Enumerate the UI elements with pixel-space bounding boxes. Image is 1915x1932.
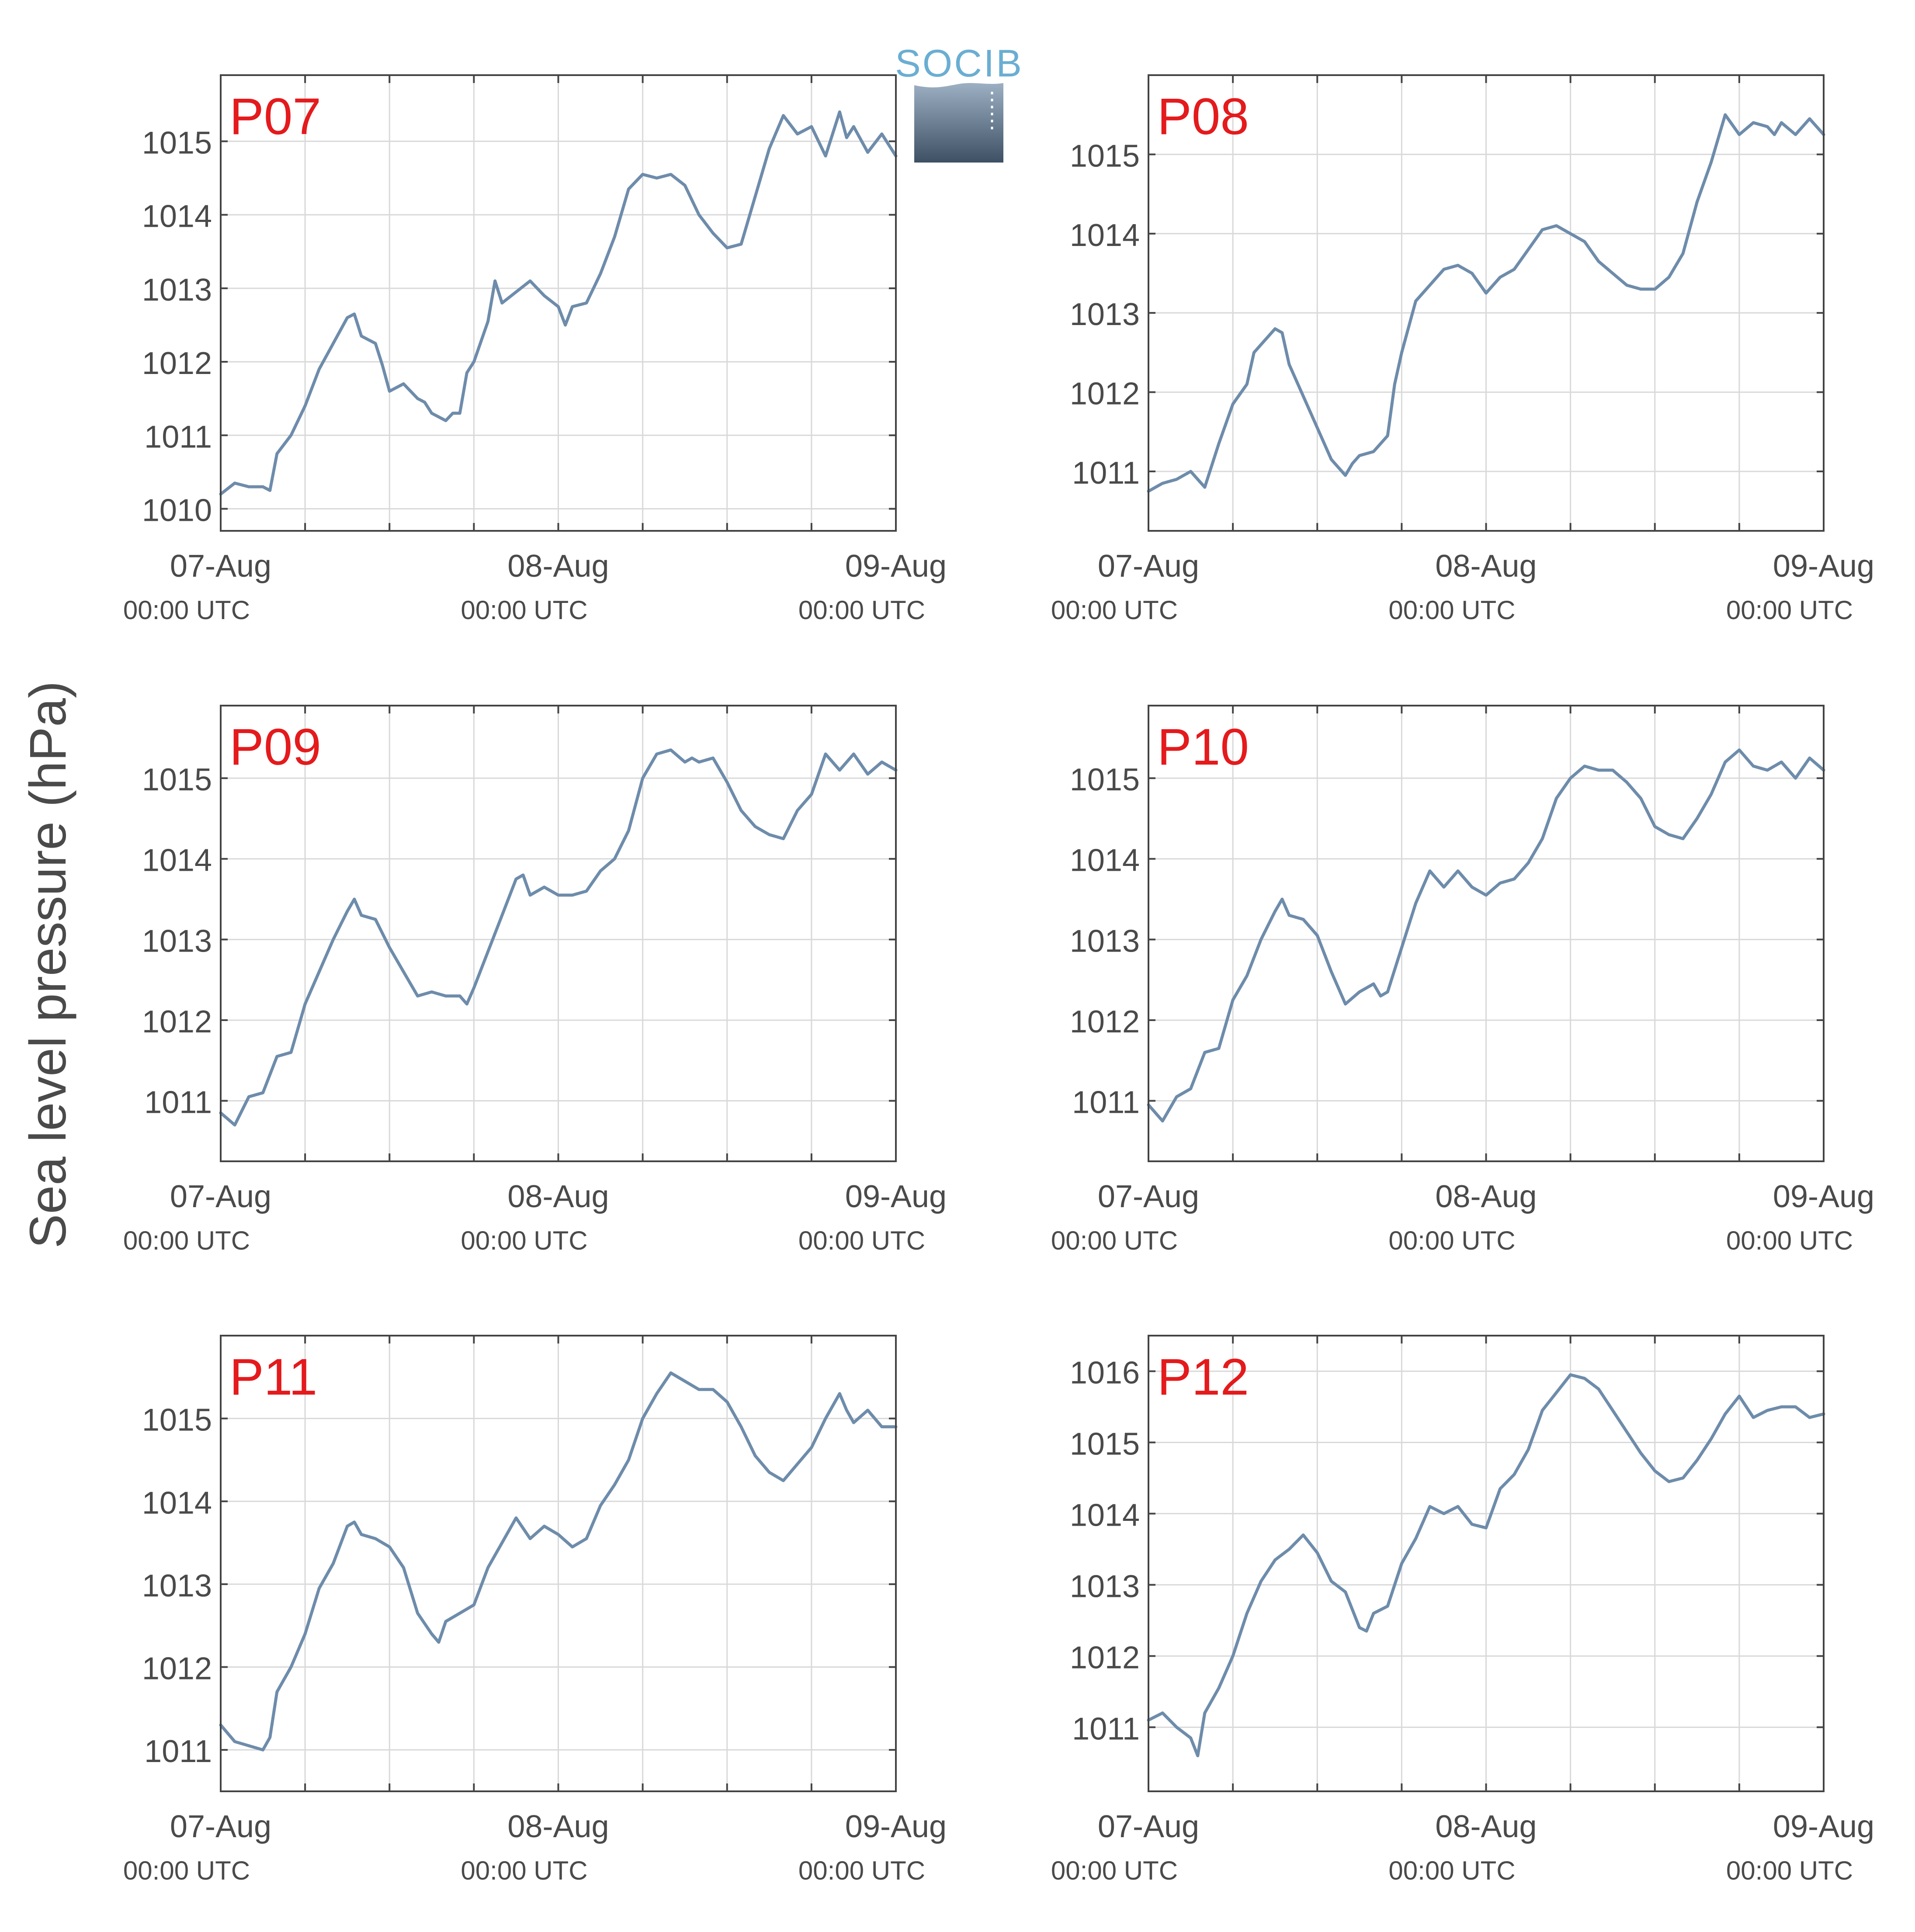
- x-tick-label-day: 08-Aug: [507, 1179, 609, 1214]
- x-tick-label-time: 00:00 UTC: [123, 1226, 250, 1255]
- y-tick-label: 1013: [142, 273, 212, 308]
- x-tick-label-day: 09-Aug: [1773, 1179, 1874, 1214]
- plot-frame: [1148, 705, 1825, 1162]
- x-tick-label-time: 00:00 UTC: [798, 596, 925, 625]
- plot-frame: [220, 1335, 897, 1792]
- x-tick-label-time: 00:00 UTC: [123, 596, 250, 625]
- chart-panel-p09: 1011 1012 1013 1014 1015 07-Aug 00:00 UTC 08-Au…: [123, 705, 947, 1255]
- pressure-series-line: [219, 110, 898, 496]
- y-tick-label: 1011: [1072, 456, 1140, 491]
- y-tick-label: 1013: [1070, 924, 1140, 959]
- panel-label: P12: [1157, 1348, 1249, 1406]
- x-tick-label-time: 00:00 UTC: [1726, 596, 1853, 625]
- x-tick-label-time: 00:00 UTC: [1388, 596, 1515, 625]
- chart-panel-p10: 1011 1012 1013 1014 1015 07-Aug 00:00 UTC 08-Au…: [1051, 705, 1874, 1255]
- pressure-series-line: [1147, 113, 1825, 493]
- x-tick-label-day: 09-Aug: [845, 1179, 947, 1214]
- panel-label: P11: [229, 1348, 317, 1406]
- y-tick-label: 1015: [142, 1403, 212, 1438]
- y-tick-label: 1015: [1070, 1426, 1140, 1461]
- socib-logo: SOCIB: [895, 42, 1023, 163]
- y-tick-label: 1011: [144, 419, 212, 454]
- y-tick-label: 1014: [142, 843, 212, 878]
- plot-frame: [220, 705, 897, 1162]
- y-tick-label: 1013: [142, 1568, 212, 1603]
- y-tick-label: 1012: [142, 346, 212, 381]
- x-tick-label-day: 07-Aug: [1098, 1809, 1199, 1844]
- x-tick-label-time: 00:00 UTC: [461, 1226, 587, 1255]
- x-tick-label-day: 08-Aug: [507, 1809, 609, 1844]
- plot-frame: [220, 74, 897, 532]
- x-tick-label-time: 00:00 UTC: [1388, 1226, 1515, 1255]
- y-tick-label: 1015: [1070, 138, 1140, 173]
- x-tick-label-day: 08-Aug: [1435, 1179, 1537, 1214]
- chart-panel-p08: 1011 1012 1013 1014 1015 07-Aug 00:00 UTC 08-Au…: [1051, 74, 1874, 625]
- pressure-series-line: [219, 1371, 898, 1752]
- y-tick-label: 1013: [1070, 297, 1140, 332]
- x-tick-label-day: 07-Aug: [170, 1809, 271, 1844]
- x-tick-label-time: 00:00 UTC: [1726, 1226, 1853, 1255]
- x-tick-label-day: 07-Aug: [1098, 549, 1199, 584]
- x-tick-label-day: 07-Aug: [1098, 1179, 1199, 1214]
- x-tick-label-time: 00:00 UTC: [1051, 596, 1178, 625]
- y-tick-label: 1013: [1070, 1569, 1140, 1604]
- y-tick-label: 1010: [142, 493, 212, 528]
- pressure-series-line: [1147, 748, 1825, 1123]
- y-tick-label: 1012: [1070, 1004, 1140, 1039]
- x-tick-label-day: 09-Aug: [845, 1809, 947, 1844]
- chart-panel-p07: 1010 1011 1012 1013 1014 1015 07-Aug 00:00 UTC 0…: [123, 74, 947, 625]
- y-tick-label: 1012: [1070, 1640, 1140, 1675]
- y-tick-label: 1011: [144, 1085, 212, 1120]
- y-tick-label: 1011: [1072, 1085, 1140, 1120]
- y-tick-label: 1011: [1072, 1711, 1140, 1746]
- x-tick-label-day: 09-Aug: [845, 549, 947, 584]
- y-tick-label: 1012: [142, 1652, 212, 1686]
- x-tick-label-time: 00:00 UTC: [1726, 1856, 1853, 1885]
- y-tick-label: 1014: [142, 199, 212, 234]
- y-tick-label: 1012: [142, 1004, 212, 1039]
- y-tick-label: 1013: [142, 924, 212, 959]
- pressure-series-line: [1147, 1373, 1825, 1757]
- panel-label: P07: [229, 88, 321, 145]
- panel-label: P10: [1157, 718, 1249, 776]
- plot-frame: [1148, 1335, 1825, 1792]
- x-tick-label-day: 07-Aug: [170, 549, 271, 584]
- x-tick-label-time: 00:00 UTC: [1051, 1226, 1178, 1255]
- x-tick-label-day: 09-Aug: [1773, 1809, 1874, 1844]
- y-tick-label: 1014: [142, 1485, 212, 1520]
- panel-label: P08: [1157, 88, 1249, 145]
- logo-wave-shape: [914, 83, 1003, 163]
- pressure-series-line: [219, 748, 898, 1127]
- y-tick-label: 1012: [1070, 377, 1140, 412]
- x-tick-label-time: 00:00 UTC: [461, 1856, 587, 1885]
- x-tick-label-day: 08-Aug: [507, 549, 609, 584]
- y-axis-label: Sea level pressure (hPa): [19, 681, 77, 1249]
- x-tick-label-day: 07-Aug: [170, 1179, 271, 1214]
- y-tick-label: 1014: [1070, 218, 1140, 253]
- x-tick-label-day: 08-Aug: [1435, 1809, 1537, 1844]
- y-tick-label: 1011: [144, 1734, 212, 1769]
- y-tick-label: 1015: [142, 125, 212, 160]
- x-tick-label-day: 09-Aug: [1773, 549, 1874, 584]
- x-tick-label-time: 00:00 UTC: [1388, 1856, 1515, 1885]
- y-tick-label: 1014: [1070, 843, 1140, 878]
- panel-label: P09: [229, 718, 321, 776]
- x-tick-label-time: 00:00 UTC: [798, 1226, 925, 1255]
- panels-container: 1010 1011 1012 1013 1014 1015 07-Aug 00:00 UTC 0…: [123, 74, 1874, 1885]
- chart-panel-p11: 1011 1012 1013 1014 1015 07-Aug 00:00 UTC 08-Au…: [123, 1335, 947, 1885]
- y-tick-label: 1016: [1070, 1355, 1140, 1390]
- x-tick-label-time: 00:00 UTC: [123, 1856, 250, 1885]
- x-tick-label-time: 00:00 UTC: [798, 1856, 925, 1885]
- logo-text: SOCIB: [895, 42, 1023, 85]
- y-tick-label: 1015: [142, 762, 212, 797]
- x-tick-label-day: 08-Aug: [1435, 549, 1537, 584]
- x-tick-label-time: 00:00 UTC: [461, 596, 587, 625]
- chart-panel-p12: 1011 1012 1013 1014 1015 1016 07-Aug 00:00 UTC 0…: [1051, 1335, 1874, 1885]
- y-tick-label: 1015: [1070, 762, 1140, 797]
- plot-frame: [1148, 74, 1825, 532]
- y-tick-label: 1014: [1070, 1498, 1140, 1533]
- x-tick-label-time: 00:00 UTC: [1051, 1856, 1178, 1885]
